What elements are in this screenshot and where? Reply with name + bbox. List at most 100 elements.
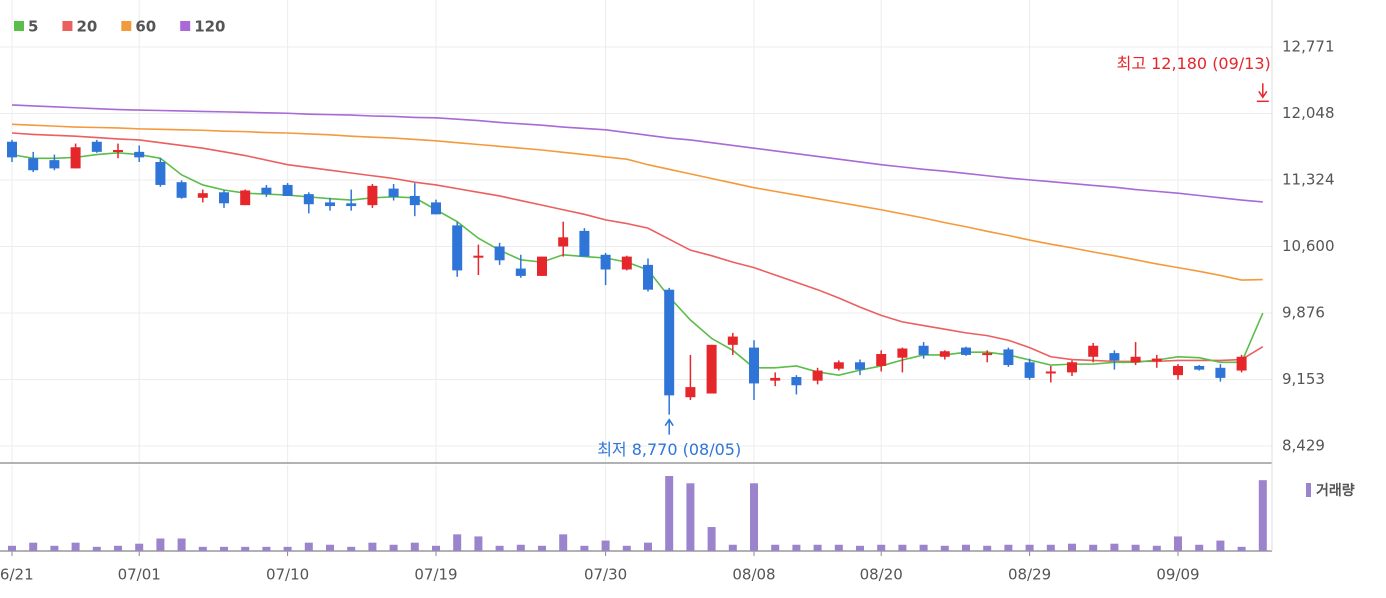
candle-body <box>134 151 145 158</box>
legend-label: 60 <box>135 18 156 36</box>
candle-body <box>515 268 526 276</box>
volume-bar <box>1089 544 1098 551</box>
candle-body <box>367 185 378 206</box>
candle-body <box>918 345 929 355</box>
volume-bar <box>919 544 928 551</box>
volume-bar <box>750 483 758 551</box>
volume-bar <box>50 545 59 551</box>
volume-bar <box>389 544 398 551</box>
volume-bar <box>813 544 822 551</box>
candle-body <box>91 141 102 152</box>
y-tick-label: 9,153 <box>1282 370 1325 388</box>
volume-bar <box>516 544 525 551</box>
volume-bar <box>1152 545 1161 551</box>
volume-bar <box>559 534 568 551</box>
candle-body <box>176 182 187 198</box>
volume-bar <box>728 544 737 551</box>
candle-body <box>706 344 717 394</box>
candle-body <box>240 190 251 206</box>
volume-bar <box>1258 480 1267 551</box>
legend-label: 5 <box>28 18 38 36</box>
x-tick-label: 08/20 <box>860 566 903 584</box>
volume-bar <box>856 545 864 551</box>
volume-bar <box>1195 544 1204 551</box>
volume-bar <box>1110 543 1119 551</box>
volume-bar <box>8 545 16 551</box>
candle-body <box>219 192 229 204</box>
annotation-label: 최저 8,770 (08/05) <box>597 440 741 459</box>
candle-body <box>70 147 81 169</box>
candle-body <box>197 193 208 198</box>
x-tick-label: 09/09 <box>1156 566 1199 584</box>
candle-body <box>855 362 865 370</box>
legend-swatch <box>180 21 191 31</box>
volume-bar <box>771 544 780 551</box>
volume-bar <box>177 538 186 551</box>
candle-body <box>643 264 653 290</box>
moving-average-line <box>11 104 1263 203</box>
candle-body <box>1236 356 1247 371</box>
moving-average-line <box>11 132 1264 363</box>
volume-bar <box>410 542 419 551</box>
candle-body <box>113 150 123 153</box>
candle-body <box>346 203 357 207</box>
candle-body <box>431 202 441 215</box>
candle-body <box>1215 367 1226 378</box>
candle-body <box>303 194 314 205</box>
candle-body <box>28 158 39 171</box>
volume-bar <box>1025 544 1034 551</box>
volume-bar <box>29 542 38 551</box>
volume-bar <box>453 534 462 551</box>
volume-bar <box>262 546 271 551</box>
volume-bar <box>432 545 440 551</box>
volume-bar <box>1237 546 1246 551</box>
candle-body <box>452 225 463 271</box>
volume-bar <box>1004 544 1013 551</box>
volume-bar <box>601 540 610 551</box>
x-tick-label: 07/19 <box>414 566 457 584</box>
volume-bar <box>304 542 313 551</box>
volume-bar <box>1046 544 1055 551</box>
candle-body <box>49 160 60 169</box>
annotation-arrowhead <box>1258 90 1268 99</box>
legend-swatch <box>62 21 73 31</box>
volume-bar <box>156 538 165 551</box>
y-tick-label: 10,600 <box>1282 237 1335 255</box>
candle-body <box>388 188 399 197</box>
volume-bar <box>474 536 483 551</box>
candle-body <box>939 351 950 357</box>
candle-body <box>1088 345 1099 357</box>
y-tick-label: 12,771 <box>1282 38 1335 56</box>
candle-body <box>579 230 590 257</box>
candle-body <box>1130 356 1141 363</box>
volume-bar <box>71 542 80 551</box>
moving-average-line <box>11 123 1263 281</box>
candle-body <box>155 161 166 185</box>
candle-body <box>833 362 844 369</box>
candle-body <box>494 246 505 261</box>
moving-average-line <box>11 151 1264 376</box>
legend-swatch <box>14 21 24 31</box>
volume-bar <box>792 544 801 551</box>
candle-body <box>7 141 17 158</box>
volume-bar <box>368 542 377 551</box>
candle-body <box>749 347 759 384</box>
candle-body <box>664 289 675 396</box>
volume-bar <box>283 546 292 551</box>
volume-bar <box>834 544 843 551</box>
x-tick-label: 07/01 <box>118 566 161 584</box>
volume-bar <box>538 545 546 551</box>
candle-body <box>1194 365 1205 370</box>
candle-body <box>1003 349 1014 366</box>
candle-body <box>791 376 802 386</box>
volume-bar <box>665 476 674 551</box>
volume-bar <box>898 544 907 551</box>
volume-legend-swatch <box>1306 483 1311 497</box>
candle-body <box>621 256 632 270</box>
x-tick-label: 08/08 <box>732 566 775 584</box>
candle-body <box>1109 353 1120 361</box>
volume-legend-label: 거래량 <box>1316 483 1355 499</box>
candle-body <box>1045 371 1056 374</box>
volume-bar <box>114 545 122 551</box>
